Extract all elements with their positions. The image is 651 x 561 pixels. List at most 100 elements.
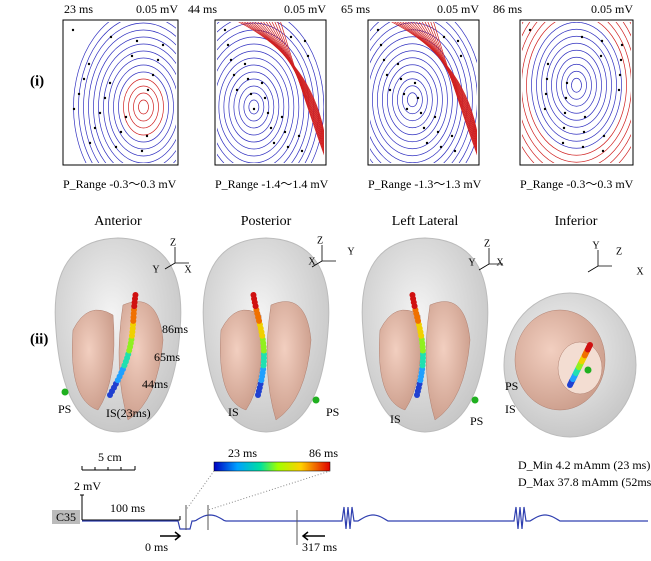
electrode <box>124 115 128 119</box>
electrode <box>232 73 236 77</box>
electrode <box>269 126 273 130</box>
electrode <box>306 54 310 58</box>
electrode <box>600 39 604 43</box>
contour-line <box>377 50 448 150</box>
channel-label: C35 <box>56 510 76 524</box>
electrode <box>396 62 400 66</box>
electrode <box>602 134 606 138</box>
electrode <box>266 111 270 115</box>
electrode <box>599 54 603 58</box>
map-scale: 0.05 mV <box>437 2 479 16</box>
contours <box>217 22 324 163</box>
electrode <box>580 35 584 39</box>
electrode <box>130 54 134 58</box>
marker-arrow <box>301 531 325 541</box>
contour-line <box>248 99 260 115</box>
contour-line <box>433 22 477 156</box>
contour-line <box>541 35 612 135</box>
trajectory-dot <box>587 342 593 348</box>
annotation: IS <box>505 402 516 416</box>
map-range: P_Range -0.3～0.3 mV <box>63 177 177 191</box>
colorbar <box>213 461 331 472</box>
contour-line <box>118 71 169 143</box>
contour-line <box>397 78 428 122</box>
electrode <box>416 96 420 100</box>
contour-line <box>402 85 423 115</box>
electrode <box>119 130 123 134</box>
map-scale: 0.05 mV <box>591 2 633 16</box>
time-scale: 100 ms <box>110 501 145 515</box>
electrode <box>88 141 92 145</box>
map-range: P_Range -1.3～1.3 mV <box>368 177 482 191</box>
axis-arrows <box>311 245 336 268</box>
electrode <box>283 130 287 134</box>
axis-arrows <box>164 247 189 270</box>
axis-arrows <box>587 250 612 273</box>
contour-line <box>83 22 176 163</box>
contour-line <box>526 22 627 156</box>
electrode <box>543 107 547 111</box>
ps-marker <box>312 396 320 404</box>
map-time: 23 ms <box>64 2 93 16</box>
electrode <box>456 39 460 43</box>
contour-line <box>370 22 473 163</box>
map-time: 44 ms <box>188 2 217 16</box>
contour-line <box>556 56 597 114</box>
electrode <box>450 134 454 138</box>
contour-line <box>228 71 280 143</box>
heart-view: Left Lateral ZY X IS PS <box>361 214 504 433</box>
contour-line <box>238 85 270 129</box>
electrode <box>619 58 623 62</box>
colorbar-min: 23 ms <box>228 446 257 460</box>
electrode <box>436 130 440 134</box>
electrode <box>561 141 565 145</box>
map-range: P_Range -0.3～0.3 mV <box>520 177 634 191</box>
map-range: P_Range -1.4～1.4 mV <box>215 177 329 191</box>
electrode <box>297 134 301 138</box>
electrode <box>382 58 386 62</box>
electrode <box>582 130 586 134</box>
electrode <box>108 81 112 85</box>
electrode <box>399 77 403 81</box>
electrode <box>453 149 457 153</box>
channel-box <box>52 510 80 524</box>
ventricle <box>220 309 263 411</box>
ventricle <box>266 301 312 421</box>
electrode <box>563 111 567 115</box>
electrode <box>562 126 566 130</box>
electrode <box>109 35 113 39</box>
electrode <box>161 43 165 47</box>
contour-line <box>217 22 320 163</box>
axis-label: X <box>184 264 192 275</box>
view-title: Posterior <box>241 214 292 229</box>
window-marks <box>185 505 209 530</box>
annotation: 65ms <box>154 350 180 364</box>
electrode <box>98 111 102 115</box>
electrode <box>82 77 86 81</box>
electrode <box>260 81 264 85</box>
contours <box>522 22 631 163</box>
annotation: IS <box>390 412 401 426</box>
axis-label: X <box>308 256 316 267</box>
electrode <box>419 111 423 115</box>
contour-line <box>372 43 453 157</box>
potential-map: 65 ms 0.05 mV P_Range -1.3～1.3 mV <box>341 2 482 191</box>
marker-label: 317 ms <box>302 540 337 554</box>
annotation: 86ms <box>162 322 188 336</box>
amp-bar <box>80 494 84 520</box>
heart-view: Anterior Z Y X 86ms 65ms 44ms IS(23ms) PS <box>54 214 192 433</box>
electrode <box>93 126 97 130</box>
electrode <box>226 43 230 47</box>
ps-marker <box>61 388 69 396</box>
ecg-trace <box>82 506 648 530</box>
axis-label: X <box>636 266 644 277</box>
electrode <box>528 28 532 32</box>
contour-line <box>566 70 587 100</box>
electrode <box>425 141 429 145</box>
d-max: D_Max 37.8 mAmm (52ms) <box>518 475 651 489</box>
electrode <box>379 43 383 47</box>
electrode <box>243 62 247 66</box>
electrode <box>229 58 233 62</box>
contour-line <box>98 43 176 163</box>
